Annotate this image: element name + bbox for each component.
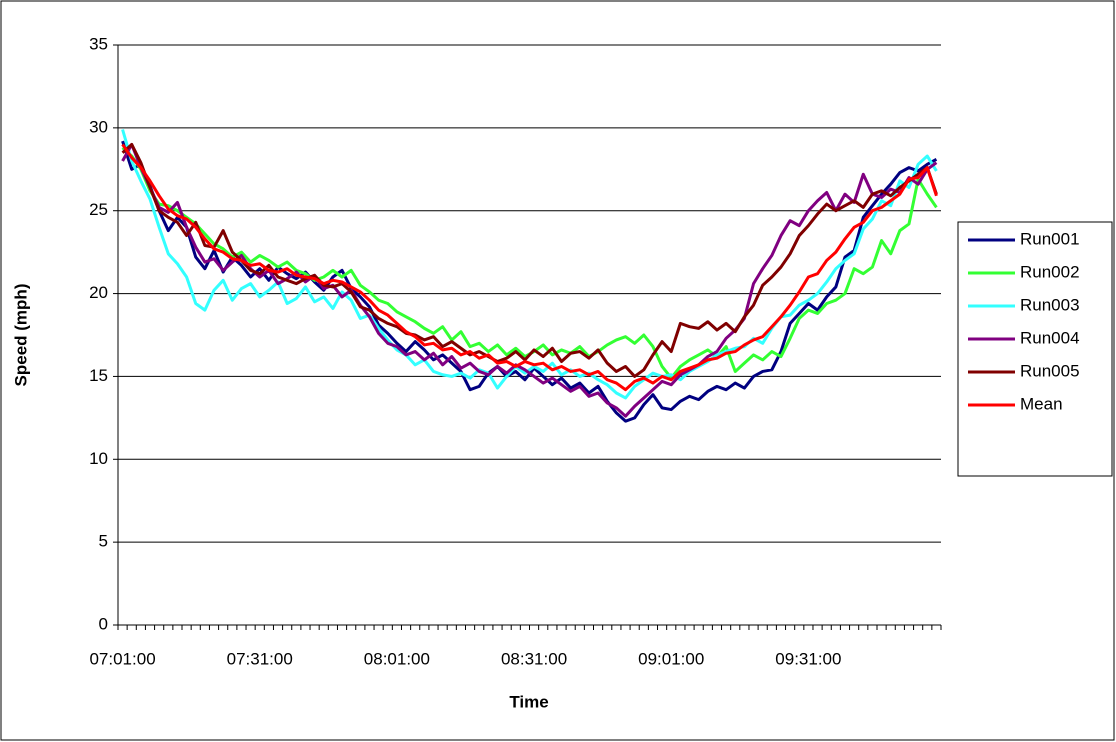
x-tick-label: 08:01:00 [364, 649, 430, 668]
y-tick-label: 25 [89, 200, 108, 219]
legend-label: Run005 [1020, 361, 1080, 380]
series-line [121, 142, 938, 378]
y-tick-label: 15 [89, 366, 108, 385]
legend-label: Run004 [1020, 328, 1080, 347]
legend-box [957, 221, 1113, 477]
series-line [121, 129, 938, 400]
legend-label: Run001 [1020, 229, 1080, 248]
y-tick-label: 30 [89, 117, 108, 136]
legend-label: Run002 [1020, 262, 1080, 281]
y-tick-label: 5 [99, 532, 108, 551]
x-axis-title: Time [509, 692, 548, 711]
y-tick-label: 20 [89, 283, 108, 302]
x-tick-label: 07:01:00 [89, 649, 155, 668]
legend-label: Mean [1020, 394, 1063, 413]
series-line [121, 142, 938, 418]
x-tick-label: 09:01:00 [638, 649, 704, 668]
x-tick-label: 07:31:00 [227, 649, 293, 668]
y-tick-label: 0 [99, 614, 108, 633]
y-axis-title: Speed (mph) [11, 284, 30, 387]
series-line [121, 143, 938, 392]
y-tick-label: 10 [89, 449, 108, 468]
y-tick-label: 35 [89, 34, 108, 53]
x-tick-label: 08:31:00 [501, 649, 567, 668]
legend-label: Run003 [1020, 295, 1080, 314]
x-tick-label: 09:31:00 [775, 649, 841, 668]
